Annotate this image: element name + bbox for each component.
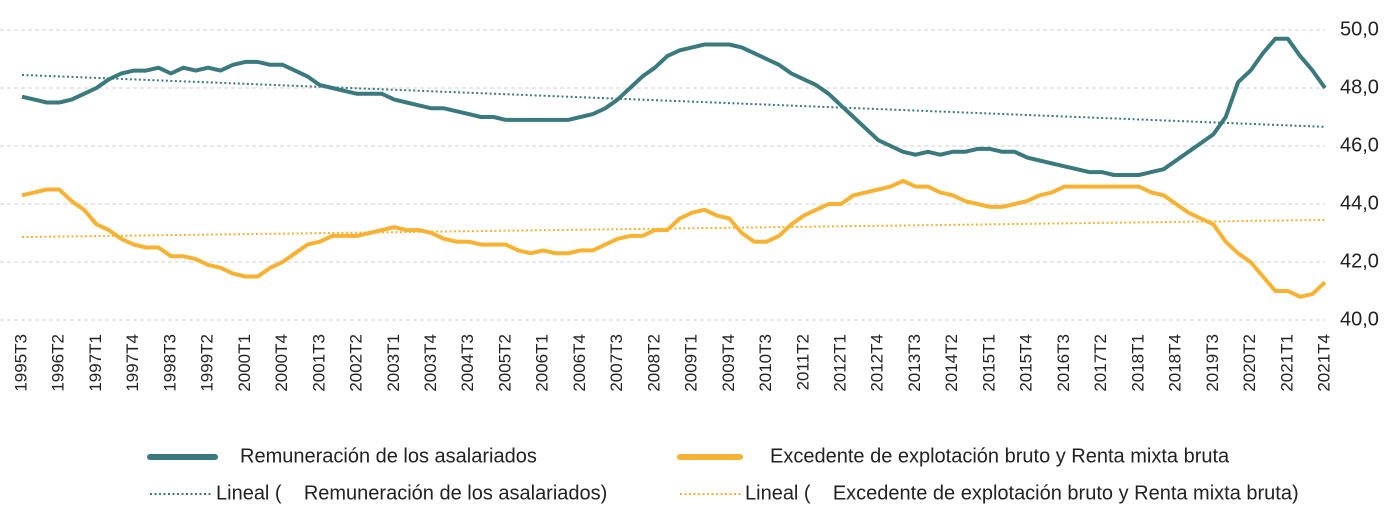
x-tick-label: 1995T3 [11, 334, 30, 392]
x-tick-label: 2017T2 [1091, 334, 1110, 392]
x-tick-label: 2013T3 [905, 334, 924, 392]
y-tick-label: 48,0 [1340, 76, 1379, 98]
y-tick-label: 44,0 [1340, 192, 1379, 214]
line-series [21, 178, 1327, 299]
x-tick-label: 2007T3 [607, 334, 626, 392]
x-tick-label: 2021T1 [1277, 334, 1296, 392]
x-tick-label: 2008T2 [644, 334, 663, 392]
x-tick-label: 2009T1 [682, 334, 701, 392]
x-tick-label: 2010T3 [756, 334, 775, 392]
x-tick-label: 2018T1 [1128, 334, 1147, 392]
y-tick-label: 46,0 [1340, 134, 1379, 156]
x-tick-label: 2002T2 [347, 334, 366, 392]
legend-label: Lineal ( Excedente de explotación bruto … [745, 482, 1299, 504]
x-tick-label: 2006T4 [570, 334, 589, 392]
y-tick-label: 50,0 [1340, 18, 1379, 40]
x-tick-label: 2021T4 [1314, 334, 1333, 392]
x-tick-label: 2015T4 [1017, 334, 1036, 392]
x-tick-label: 2016T3 [1054, 334, 1073, 392]
x-tick-label: 1996T2 [49, 334, 68, 392]
x-tick-label: 1997T4 [123, 334, 142, 392]
y-tick-label: 42,0 [1340, 250, 1379, 272]
x-tick-label: 2000T4 [272, 334, 291, 392]
x-tick-label: 2003T1 [384, 334, 403, 392]
x-tick-label: 2015T1 [979, 334, 998, 392]
x-tick-label: 2004T3 [458, 334, 477, 392]
x-tick-label: 2018T4 [1166, 334, 1185, 392]
x-tick-label: 2000T1 [235, 334, 254, 392]
x-tick-label: 2020T2 [1240, 334, 1259, 392]
x-tick-label: 2003T4 [421, 334, 440, 392]
x-tick-label: 2012T1 [831, 334, 850, 392]
x-tick-label: 1998T3 [160, 334, 179, 392]
y-tick-label: 40,0 [1340, 308, 1379, 330]
legend-label: Remuneración de los asalariados [240, 445, 537, 467]
trend-line [21, 73, 1326, 128]
x-tick-label: 2001T3 [309, 334, 328, 392]
x-tick-label: 2014T2 [942, 334, 961, 392]
x-tick-label: 1997T1 [86, 334, 105, 392]
x-tick-label: 2009T4 [719, 334, 738, 392]
x-tick-label: 2019T3 [1203, 334, 1222, 392]
trend-line [21, 218, 1326, 239]
legend-label: Excedente de explotación bruto y Renta m… [770, 445, 1230, 467]
x-tick-label: 2005T2 [495, 334, 514, 392]
x-tick-label: 2006T1 [533, 334, 552, 392]
x-tick-label: 1999T2 [198, 334, 217, 392]
x-tick-label: 2012T4 [868, 334, 887, 392]
legend-label: Lineal ( Remuneración de los asalariados… [216, 482, 607, 504]
line-series [21, 36, 1327, 177]
x-tick-label: 2011T2 [793, 334, 812, 390]
